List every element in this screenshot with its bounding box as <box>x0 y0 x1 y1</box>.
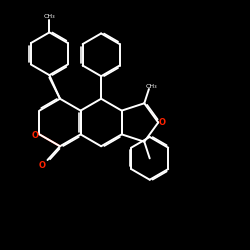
Text: O: O <box>32 131 38 140</box>
Text: CH₃: CH₃ <box>146 84 157 89</box>
Text: O: O <box>38 160 46 170</box>
Text: CH₃: CH₃ <box>44 14 55 19</box>
Text: O: O <box>158 118 166 127</box>
